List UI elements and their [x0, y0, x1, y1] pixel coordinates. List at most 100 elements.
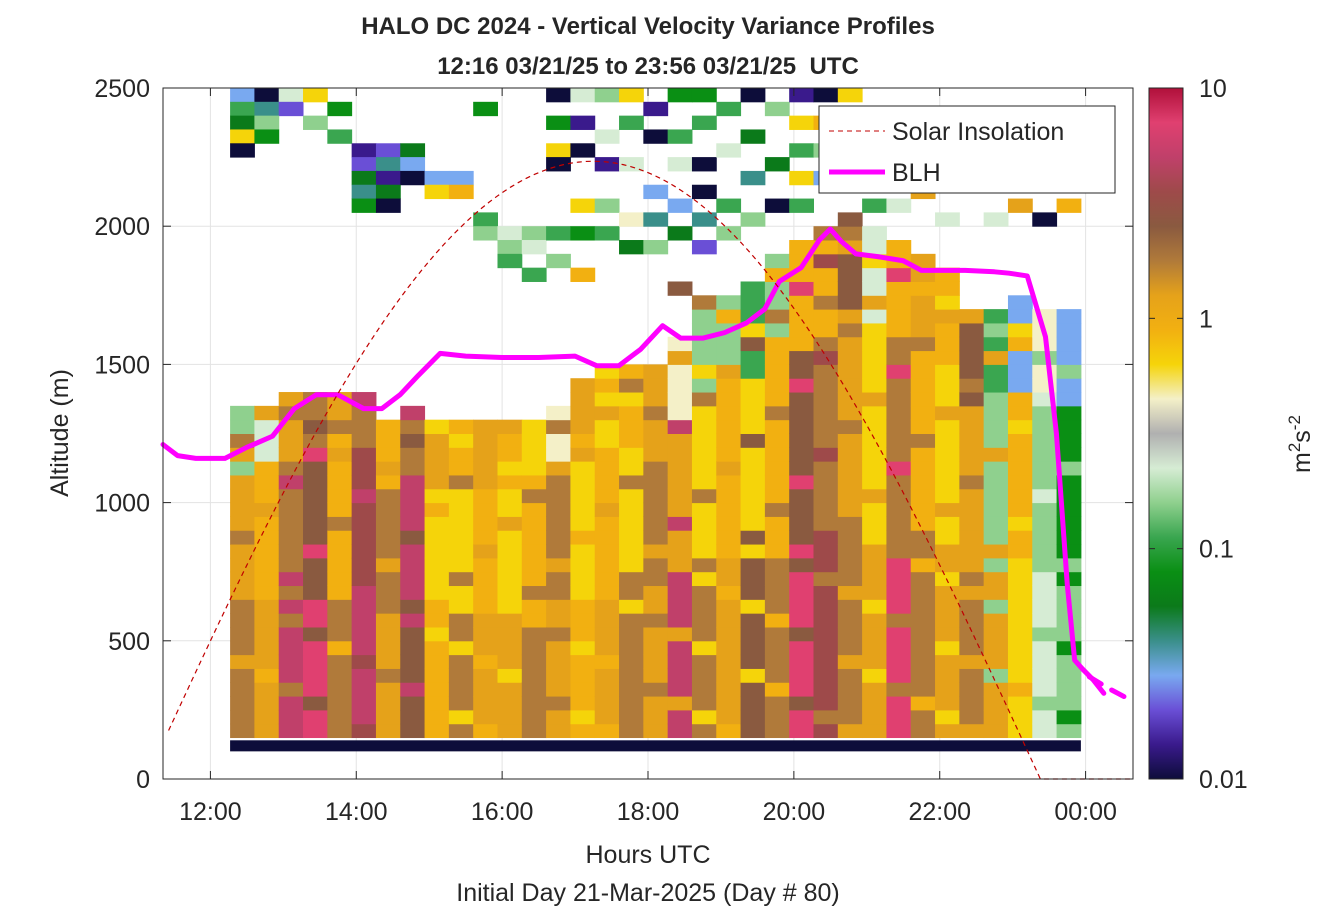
heatmap-cell	[1032, 433, 1058, 448]
heatmap-cell	[594, 405, 620, 421]
heatmap-cell	[691, 419, 717, 434]
heatmap-cell	[546, 433, 571, 448]
heatmap-cell	[619, 626, 644, 642]
heatmap-cell	[303, 640, 328, 656]
heatmap-cell	[764, 350, 790, 365]
heatmap-cell	[594, 502, 620, 517]
heatmap-cell	[594, 668, 620, 683]
heatmap-cell	[230, 571, 255, 587]
heatmap-cell	[570, 433, 596, 448]
heatmap-cloud-cell	[230, 143, 255, 158]
heatmap-cell	[400, 613, 426, 628]
heatmap-cell	[837, 682, 863, 697]
heatmap-cloud-cell	[351, 170, 377, 186]
heatmap-cell	[570, 682, 596, 697]
heatmap-cell	[740, 378, 766, 393]
heatmap-cell	[983, 419, 1009, 434]
heatmap-cell	[862, 474, 887, 490]
colorbar-label-mid: s	[1288, 430, 1316, 443]
heatmap-cell	[254, 405, 280, 421]
heatmap-cell	[643, 488, 669, 504]
heatmap-cell	[764, 322, 790, 338]
heatmap-cell	[230, 709, 255, 725]
heatmap-cell	[959, 350, 985, 365]
heatmap-cell	[716, 654, 742, 669]
heatmap-cell	[862, 336, 887, 352]
heatmap-cell	[764, 599, 790, 614]
heatmap-cell	[740, 571, 766, 587]
heatmap-cell	[546, 544, 571, 559]
heatmap-cell	[837, 253, 863, 269]
heatmap-cell	[424, 544, 450, 559]
colorbar-label: m2s-2	[1285, 415, 1316, 473]
heatmap-cell	[716, 668, 742, 683]
heatmap-cell	[424, 723, 450, 739]
heatmap-cell	[886, 530, 912, 545]
heatmap-cell	[691, 723, 717, 739]
heatmap-cloud-cell	[594, 198, 620, 213]
heatmap-cell	[594, 544, 620, 559]
heatmap-cell	[716, 626, 742, 642]
heatmap-cell	[983, 378, 1009, 393]
heatmap-cell	[789, 350, 814, 365]
heatmap-cell	[935, 336, 960, 352]
heatmap-cell	[886, 378, 912, 393]
heatmap-cell	[254, 502, 280, 517]
heatmap-cell	[862, 682, 887, 697]
heatmap-cell	[230, 474, 255, 490]
heatmap-cell	[254, 654, 280, 669]
heatmap-cell	[862, 281, 887, 296]
heatmap-cell	[740, 585, 766, 600]
heatmap-cell	[764, 723, 790, 739]
heatmap-cell	[959, 530, 985, 545]
heatmap-cell	[740, 405, 766, 421]
heatmap-cell	[983, 474, 1009, 490]
heatmap-cell	[570, 474, 596, 490]
heatmap-cell	[837, 626, 863, 642]
colorbar: 0.01 0.1 1 10 m2s-2	[1148, 75, 1316, 794]
heatmap-cell	[959, 571, 985, 587]
heatmap-cell	[886, 599, 912, 614]
heatmap-cell	[740, 488, 766, 504]
heatmap-cell	[910, 447, 936, 462]
heatmap-cell	[619, 654, 644, 669]
heatmap-cell	[497, 419, 523, 434]
heatmap-cell	[935, 709, 960, 725]
heatmap-cell	[837, 640, 863, 656]
heatmap-cell	[594, 392, 620, 407]
heatmap-cell	[983, 709, 1009, 725]
heatmap-cell	[375, 668, 401, 683]
heatmap-cell	[254, 585, 280, 600]
heatmap-cell	[619, 668, 644, 683]
heatmap-cell	[886, 461, 912, 476]
heatmap-cell	[837, 654, 863, 669]
heatmap-cell	[400, 419, 426, 434]
heatmap-cell	[1056, 640, 1082, 656]
heatmap-cell	[813, 709, 839, 725]
heatmap-cell	[303, 571, 328, 587]
heatmap-cell	[959, 447, 985, 462]
heatmap-cell	[1007, 364, 1033, 379]
heatmap-cell	[837, 461, 863, 476]
heatmap-cell	[1007, 544, 1033, 559]
heatmap-cell	[886, 640, 912, 656]
heatmap-cell	[813, 654, 839, 669]
heatmap-cell	[813, 364, 839, 379]
heatmap-cloud-cell	[424, 170, 450, 186]
heatmap-cell	[862, 295, 887, 310]
heatmap-cell	[740, 502, 766, 517]
heatmap-cell	[910, 336, 936, 352]
heatmap-cell	[910, 599, 936, 614]
heatmap-cell	[278, 599, 304, 614]
heatmap-cell	[935, 640, 960, 656]
heatmap-cell	[351, 557, 377, 573]
heatmap-cell	[862, 267, 887, 282]
heatmap-cell	[691, 350, 717, 365]
heatmap-cell	[740, 281, 766, 296]
heatmap-cell	[254, 668, 280, 683]
heatmap-cell	[375, 640, 401, 656]
heatmap-cell	[594, 585, 620, 600]
heatmap-cell	[862, 405, 887, 421]
colorbar-label-exp2: -2	[1285, 415, 1304, 430]
heatmap-cell	[910, 544, 936, 559]
